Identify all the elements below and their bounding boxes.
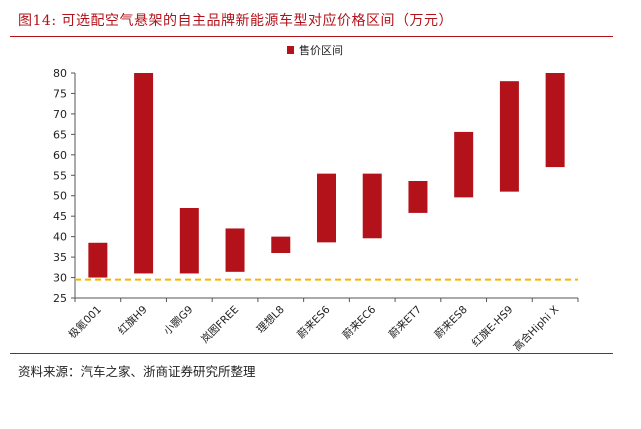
y-tick-label: 75 <box>53 87 67 100</box>
range-bar <box>545 73 565 168</box>
figure-title: 图14: 可选配空气悬架的自主品牌新能源车型对应价格区间（万元） <box>18 13 453 29</box>
title-rule <box>10 36 613 37</box>
range-bar <box>88 242 108 278</box>
range-bar <box>499 81 519 192</box>
y-tick-label: 30 <box>53 272 67 285</box>
y-tick-label: 65 <box>53 128 67 141</box>
x-tick-label: 蔚来ET7 <box>387 304 424 341</box>
y-tick-label: 35 <box>53 251 67 264</box>
range-bar <box>408 181 428 213</box>
x-tick-label: 高合Hiphi X <box>511 303 562 354</box>
x-tick-label: 蔚来ES8 <box>432 304 469 341</box>
range-bar <box>317 173 336 243</box>
source-rule <box>10 353 613 354</box>
range-bar <box>225 228 245 272</box>
x-tick-label: 蔚来EC6 <box>340 303 378 341</box>
y-tick-label: 25 <box>53 292 67 305</box>
x-tick-label: 小鹏G9 <box>161 303 196 338</box>
x-tick-label: 红旗H9 <box>115 303 149 337</box>
y-tick-label: 60 <box>53 149 67 162</box>
x-tick-label: 极氪001 <box>66 303 104 341</box>
y-tick-label: 40 <box>53 231 67 244</box>
legend-swatch <box>287 46 294 54</box>
x-tick-label: 红旗E-HS9 <box>469 303 515 349</box>
x-tick-label: 理想L8 <box>254 303 287 336</box>
y-tick-label: 70 <box>53 108 67 121</box>
x-tick-label: 蔚来ES6 <box>295 303 333 341</box>
y-tick-label: 50 <box>53 190 67 203</box>
range-bar <box>454 131 474 198</box>
y-tick-label: 55 <box>53 169 67 182</box>
x-tick-label: 岚图FREE <box>199 304 241 346</box>
y-tick-label: 45 <box>53 210 67 223</box>
range-bar <box>134 73 154 274</box>
range-bar <box>362 173 382 239</box>
source-note: 资料来源：汽车之家、浙商证券研究所整理 <box>18 364 256 379</box>
legend-label: 售价区间 <box>299 43 343 57</box>
y-tick-label: 80 <box>53 67 67 80</box>
range-bar <box>179 208 199 274</box>
range-bar <box>271 236 291 253</box>
